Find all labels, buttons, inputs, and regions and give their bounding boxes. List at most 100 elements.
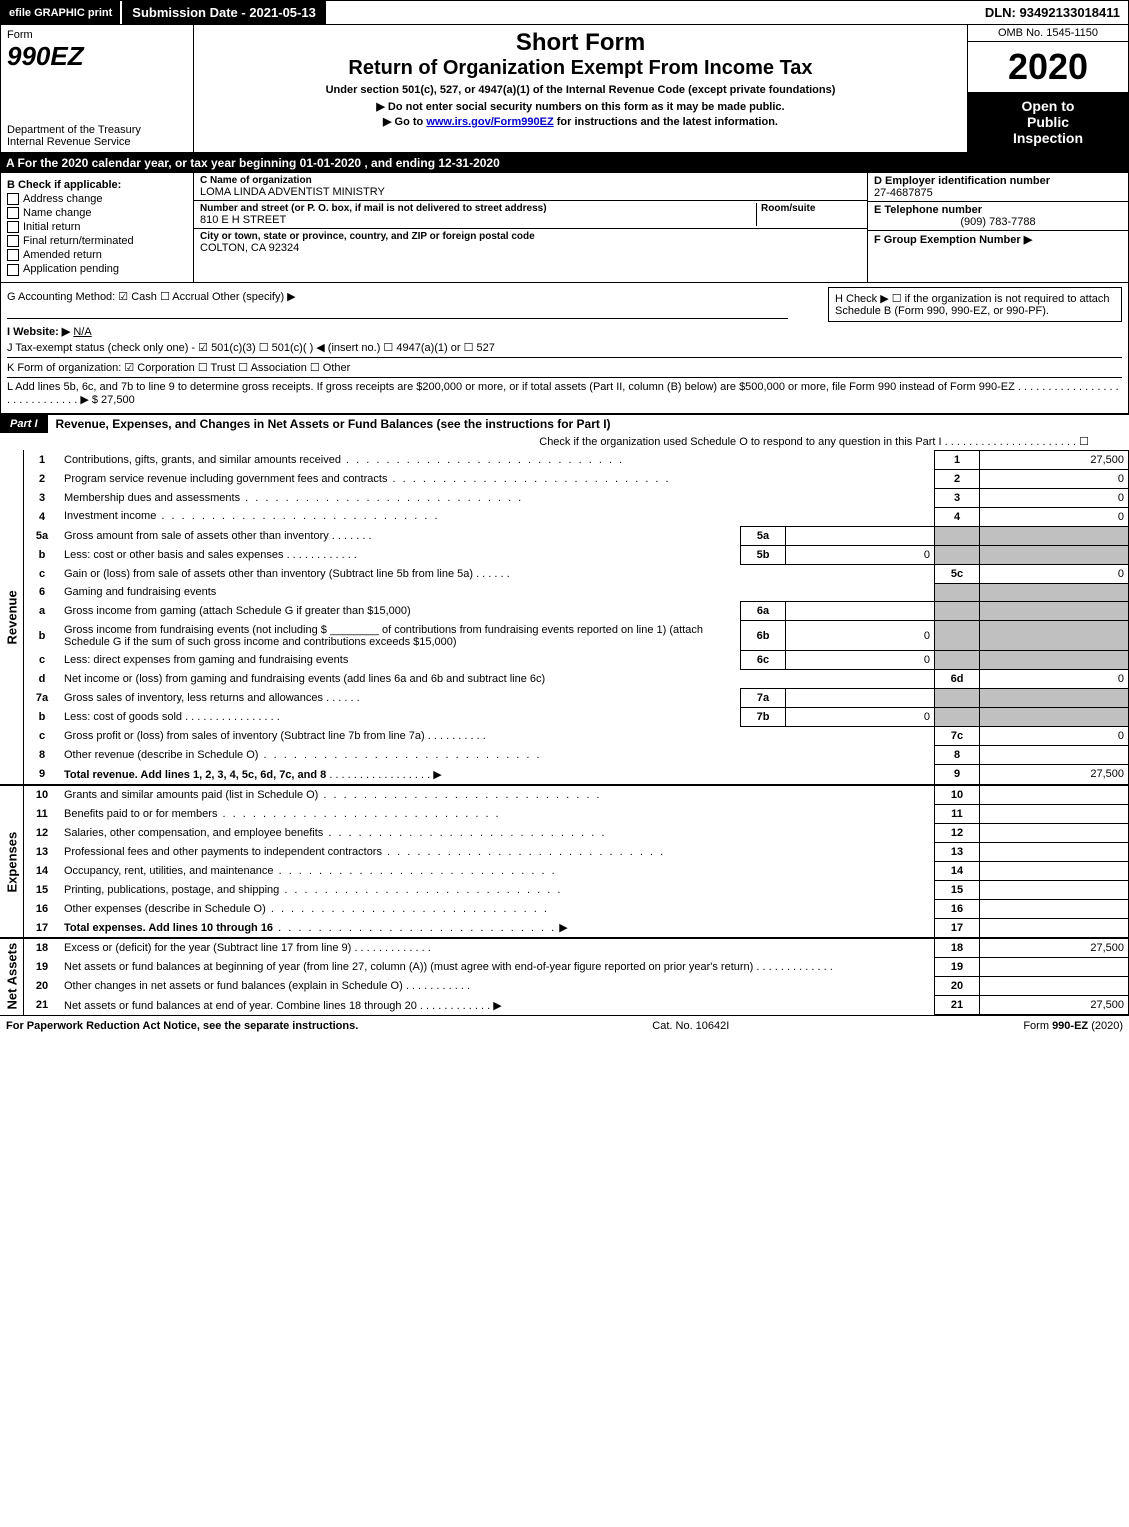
table-row: 8 Other revenue (describe in Schedule O)… [0,746,1129,765]
box-b-title: B Check if applicable: [7,179,187,191]
meta-lines: G Accounting Method: ☑ Cash ☐ Accrual Ot… [0,283,1129,414]
c-label: C Name of organization [200,175,861,186]
dept2: Internal Revenue Service [7,136,187,148]
lines-table: Revenue 1 Contributions, gifts, grants, … [0,450,1129,1016]
table-row: 11 Benefits paid to or for members 11 [0,804,1129,823]
header-left: Form 990EZ Department of the Treasury In… [1,25,194,152]
part1-header: Part I Revenue, Expenses, and Changes in… [0,414,1129,433]
cb-final[interactable]: Final return/terminated [7,235,187,247]
table-row: Net Assets 18 Excess or (deficit) for th… [0,938,1129,958]
part1-tab: Part I [0,415,48,433]
table-row: 21 Net assets or fund balances at end of… [0,996,1129,1015]
line-h: H Check ▶ ☐ if the organization is not r… [828,287,1122,322]
line-l: L Add lines 5b, 6c, and 7b to line 9 to … [7,381,1122,406]
ein-value: 27-4687875 [874,187,1122,199]
footer-mid: Cat. No. 10642I [652,1020,729,1032]
header-center: Short Form Return of Organization Exempt… [194,25,967,152]
box-b: B Check if applicable: Address change Na… [1,173,194,282]
short-form-title: Short Form [202,29,959,57]
cb-address[interactable]: Address change [7,193,187,205]
line-box: 1 [935,450,980,469]
table-row: Revenue 1 Contributions, gifts, grants, … [0,450,1129,469]
table-row: 5a Gross amount from sale of assets othe… [0,526,1129,545]
table-row: a Gross income from gaming (attach Sched… [0,602,1129,621]
side-revenue: Revenue [0,450,24,785]
line-text: Contributions, gifts, grants, and simila… [60,450,935,469]
open1: Open to [972,98,1124,114]
table-row: 4 Investment income 4 0 [0,507,1129,526]
table-row: d Net income or (loss) from gaming and f… [0,670,1129,689]
phone-value: (909) 783-7788 [874,216,1122,228]
table-row: b Less: cost of goods sold . . . . . . .… [0,708,1129,727]
side-expenses: Expenses [0,785,24,939]
efile-print-button[interactable]: efile GRAPHIC print [1,1,120,24]
checkbox-icon [7,249,19,261]
cb-name[interactable]: Name change [7,207,187,219]
line-k: K Form of organization: ☑ Corporation ☐ … [7,361,1122,378]
checkbox-icon [7,207,19,219]
cb-initial[interactable]: Initial return [7,221,187,233]
org-city: COLTON, CA 92324 [200,242,861,254]
cb-amended[interactable]: Amended return [7,249,187,261]
addr-label: Number and street (or P. O. box, if mail… [200,203,756,214]
line-val: 27,500 [980,450,1129,469]
top-bar-left: efile GRAPHIC print Submission Date - 20… [1,1,326,24]
dept1: Department of the Treasury [7,124,187,136]
i-pre: I Website: ▶ [7,326,70,338]
table-row: 17 Total expenses. Add lines 10 through … [0,918,1129,938]
box-c: C Name of organization LOMA LINDA ADVENT… [194,173,867,282]
room-label: Room/suite [761,203,861,214]
tax-year: 2020 [968,42,1128,92]
table-row: 16 Other expenses (describe in Schedule … [0,899,1129,918]
goto-pre: ▶ Go to [383,116,426,128]
open-to-public: Open to Public Inspection [968,92,1128,152]
line-i: I Website: ▶ N/A [7,325,1122,338]
table-row: b Less: cost or other basis and sales ex… [0,545,1129,564]
efile-label: efile GRAPHIC print [9,7,112,19]
footer-left: For Paperwork Reduction Act Notice, see … [6,1020,358,1032]
open3: Inspection [972,130,1124,146]
org-addr: 810 E H STREET [200,214,756,226]
part1-title: Revenue, Expenses, and Changes in Net As… [48,417,611,431]
cb-pending[interactable]: Application pending [7,263,187,275]
org-addr-row: Number and street (or P. O. box, if mail… [194,201,867,229]
table-row: 6 Gaming and fundraising events [0,583,1129,602]
table-row: 7a Gross sales of inventory, less return… [0,689,1129,708]
line-g: G Accounting Method: ☑ Cash ☐ Accrual Ot… [7,290,788,319]
under-section: Under section 501(c), 527, or 4947(a)(1)… [202,84,959,96]
page-footer: For Paperwork Reduction Act Notice, see … [0,1015,1129,1036]
table-row: 9 Total revenue. Add lines 1, 2, 3, 4, 5… [0,765,1129,785]
dln-label: DLN: 93492133018411 [977,1,1128,24]
box-def: D Employer identification number 27-4687… [867,173,1128,282]
submission-date: Submission Date - 2021-05-13 [120,1,326,24]
top-bar: efile GRAPHIC print Submission Date - 20… [0,0,1129,25]
checkbox-icon [7,221,19,233]
return-title: Return of Organization Exempt From Incom… [202,57,959,80]
table-row: 2 Program service revenue including gove… [0,469,1129,488]
ein-row: D Employer identification number 27-4687… [868,173,1128,202]
form-header: Form 990EZ Department of the Treasury In… [0,25,1129,153]
phone-row: E Telephone number (909) 783-7788 [868,202,1128,231]
ssn-warning: ▶ Do not enter social security numbers o… [202,100,959,113]
checkbox-icon [7,264,19,276]
goto-post: for instructions and the latest informat… [557,116,778,128]
e-label: E Telephone number [874,204,1122,216]
form-number: 990EZ [7,41,187,72]
table-row: 15 Printing, publications, postage, and … [0,880,1129,899]
part1-check: Check if the organization used Schedule … [0,433,1129,450]
open2: Public [972,114,1124,130]
header-right: OMB No. 1545-1150 2020 Open to Public In… [967,25,1128,152]
city-label: City or town, state or province, country… [200,231,861,242]
checkbox-icon [7,193,19,205]
footer-right: Form 990-EZ (2020) [1023,1020,1123,1032]
org-name: LOMA LINDA ADVENTIST MINISTRY [200,186,861,198]
goto-line: ▶ Go to www.irs.gov/Form990EZ for instru… [202,115,959,128]
table-row: 20 Other changes in net assets or fund b… [0,977,1129,996]
website-value: N/A [73,326,91,338]
table-row: 14 Occupancy, rent, utilities, and maint… [0,861,1129,880]
omb-number: OMB No. 1545-1150 [968,25,1128,42]
dept-treasury: Department of the Treasury Internal Reve… [7,124,187,148]
org-name-row: C Name of organization LOMA LINDA ADVENT… [194,173,867,201]
table-row: 13 Professional fees and other payments … [0,842,1129,861]
irs-link[interactable]: www.irs.gov/Form990EZ [426,116,553,128]
